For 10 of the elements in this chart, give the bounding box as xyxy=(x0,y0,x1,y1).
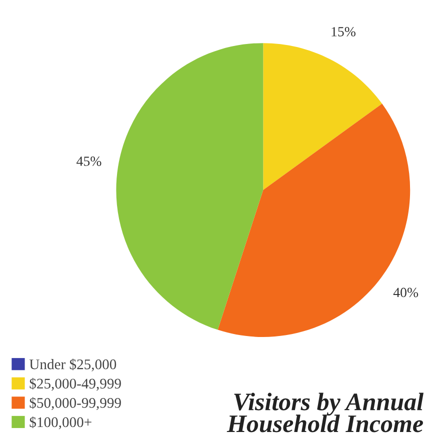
pie-slice xyxy=(263,43,382,190)
legend-label: $50,000-99,999 xyxy=(30,397,121,410)
data-label: 40% xyxy=(393,288,418,298)
data-label: 15% xyxy=(332,27,356,36)
legend-label: $100,000+ xyxy=(30,416,92,430)
pie-slice xyxy=(116,43,264,330)
data-label: 45% xyxy=(76,156,102,166)
legend-label: $25,000-49,999 xyxy=(30,378,121,391)
legend-label: Under $25,000 xyxy=(29,358,116,372)
text: Visitors by Annual Household Income xyxy=(226,392,424,432)
